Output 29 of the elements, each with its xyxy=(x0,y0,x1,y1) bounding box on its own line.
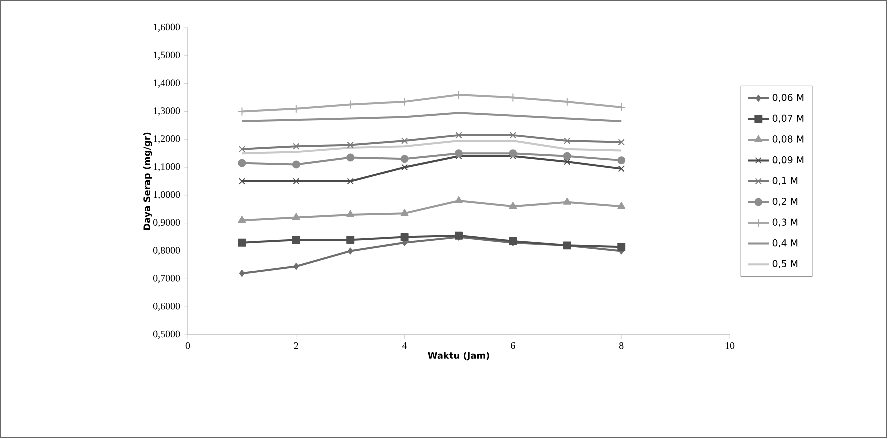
y-tick-label: 0,8000 xyxy=(153,247,180,256)
legend-label: 0,5 M xyxy=(772,260,798,268)
legend-label: 0,4 M xyxy=(772,240,798,248)
y-axis-title: Daya Serap (mg/gr) xyxy=(143,132,152,230)
y-tick-label: 1,4000 xyxy=(154,80,180,88)
y-tick-label: 1,0000 xyxy=(154,191,180,200)
y-tick-label: 1,1000 xyxy=(154,163,180,172)
legend-label: 0,1 M xyxy=(772,177,798,186)
x-tick-label: 8 xyxy=(619,342,624,350)
legend-label: 0,06 M xyxy=(772,94,804,102)
y-tick-label: 0,6000 xyxy=(153,303,180,312)
legend-label: 0,3 M xyxy=(772,218,798,227)
x-tick-label: 0 xyxy=(186,342,190,350)
x-tick-label: 4 xyxy=(402,342,408,350)
y-tick-label: 1,6000 xyxy=(154,24,180,32)
x-axis-title: Waktu (Jam) xyxy=(428,352,490,361)
y-tick-label: 0,5000 xyxy=(153,330,180,340)
legend-label: 0,07 M xyxy=(772,114,804,124)
x-tick-label: 10 xyxy=(726,342,735,350)
x-tick-label: 6 xyxy=(511,342,516,350)
y-tick-label: 1,3000 xyxy=(154,108,180,116)
legend-label: 0,2 M xyxy=(772,198,798,206)
legend-label: 0,09 M xyxy=(772,156,804,165)
y-tick-label: 0,9000 xyxy=(153,219,180,228)
legend-label: 0,08 M xyxy=(772,136,804,144)
y-tick-label: 1,2000 xyxy=(154,136,180,144)
y-tick-label: 1,5000 xyxy=(154,52,180,60)
y-tick-label: 0,7000 xyxy=(153,275,180,284)
x-tick-label: 2 xyxy=(294,342,298,350)
